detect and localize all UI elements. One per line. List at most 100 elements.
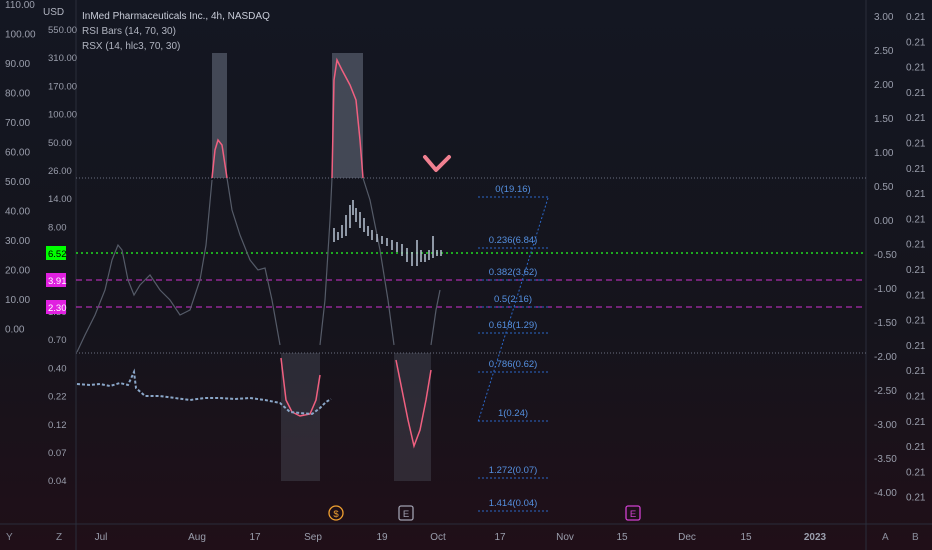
far-right-tick: 0.21 <box>906 417 926 428</box>
time-axis-tick: 19 <box>376 532 388 543</box>
fib-level-label: 0.382(3.62) <box>489 267 538 278</box>
left-axis: 110.00 100.00 90.00 80.00 70.00 60.00 50.00 40.… <box>5 0 36 336</box>
right-axis-tick: 1.50 <box>874 114 894 125</box>
far-right-tick: 0.21 <box>906 493 926 504</box>
log-axis-tick: 0.07 <box>48 448 67 459</box>
rsx-overbought-segment <box>211 138 228 179</box>
far-right-tick: 0.21 <box>906 189 926 200</box>
time-axis[interactable]: Jul Aug 17 Sep 19 Oct 17 Nov 15 Dec 15 2023 <box>95 532 827 543</box>
log-axis-tick: 0.12 <box>48 420 67 431</box>
left-axis-tick: 110.00 <box>5 0 35 11</box>
event-marker-label: $ <box>333 509 339 520</box>
far-right-tick: 0.21 <box>906 113 926 124</box>
fib-level-label: 0.5(2.16) <box>494 294 532 305</box>
fib-levels: 0(19.16) 0.236(6.84) 0.382(3.62) 0.5(2.16) 0… <box>478 184 548 512</box>
log-axis-tick: 8.00 <box>48 222 67 233</box>
time-axis-tick: Sep <box>304 532 322 543</box>
price-bars-early <box>76 368 332 416</box>
time-axis-tick: Jul <box>95 532 108 543</box>
event-marker-label: E <box>630 509 636 520</box>
right-axis-tick: -2.50 <box>874 386 897 397</box>
right-axis-tick: 0.00 <box>874 216 894 227</box>
fib-level-label: 1.272(0.07) <box>489 465 538 476</box>
far-right-tick: 0.21 <box>906 392 926 403</box>
rsx-oversold-segment <box>280 357 321 417</box>
far-right-tick: 0.21 <box>906 240 926 251</box>
earnings-marker[interactable] <box>398 505 414 521</box>
price-tag-label: 6.52 <box>48 249 67 260</box>
log-axis-tick: 170.00 <box>48 81 77 92</box>
log-axis-tick: 310.00 <box>48 53 77 64</box>
overbought-zone <box>332 53 363 178</box>
right-axis-tick: -3.50 <box>874 454 897 465</box>
rsx-line-segment <box>76 179 213 353</box>
rsx-overbought-segment <box>331 57 364 179</box>
log-axis-tick: 550.00 <box>48 25 77 36</box>
fib-level-label: 0.786(0.62) <box>489 359 538 370</box>
price-tag <box>46 273 66 287</box>
price-tag <box>46 300 66 314</box>
far-right-tick: 0.21 <box>906 214 926 225</box>
log-axis-tick: 0.40 <box>48 363 67 374</box>
far-right-tick: 0.21 <box>906 467 926 478</box>
fib-level-label: 0.618(1.29) <box>489 320 538 331</box>
time-axis-tick: Dec <box>678 532 696 543</box>
currency-label: USD <box>43 7 64 18</box>
event-markers: $ E E <box>328 505 641 521</box>
log-axis-tick: 0.70 <box>48 335 67 346</box>
far-right-tick: 0.21 <box>906 265 926 276</box>
price-tags: 6.52 3.91 2.30 <box>46 246 67 314</box>
earnings-marker[interactable] <box>625 505 641 521</box>
corner-right-2[interactable]: B <box>912 532 919 543</box>
rsx-line-segment <box>362 177 395 346</box>
log-axis-tick: 14.00 <box>48 194 72 205</box>
right-axis-tick: -0.50 <box>874 250 897 261</box>
left-axis-tick: 20.00 <box>5 266 30 277</box>
far-right-tick: 0.21 <box>906 316 926 327</box>
far-right-tick: 0.21 <box>906 63 926 74</box>
log-axis-tick: 0.04 <box>48 476 67 487</box>
right-axis-tick: -4.00 <box>874 488 897 499</box>
time-axis-tick: Oct <box>430 532 446 543</box>
left-axis-tick: 60.00 <box>5 148 30 159</box>
oversold-zone <box>281 353 320 481</box>
right-axis: 3.00 2.50 2.00 1.50 1.00 0.50 0.00 -0.50 -1.00 -1… <box>874 12 897 499</box>
indicator-rsx: RSX (14, hlc3, 70, 30) <box>82 41 180 52</box>
right-axis-tick: 2.50 <box>874 46 894 57</box>
far-right-tick: 0.21 <box>906 164 926 175</box>
far-right-axis: 0.21 0.21 0.21 0.21 0.21 0.21 0.21 0.21 0.21 0.21… <box>906 12 926 504</box>
price-tag <box>46 246 66 260</box>
far-right-tick: 0.21 <box>906 366 926 377</box>
left-axis-tick: 100.00 <box>5 30 36 41</box>
far-right-tick: 0.21 <box>906 341 926 352</box>
right-axis-tick: -1.50 <box>874 318 897 329</box>
time-axis-tick: 15 <box>616 532 628 543</box>
chevron-down-icon <box>423 155 451 172</box>
time-axis-tick: 17 <box>494 532 506 543</box>
far-right-tick: 0.21 <box>906 442 926 453</box>
price-bars-late <box>333 200 442 266</box>
left-axis-tick: 10.00 <box>5 295 30 306</box>
left-axis-tick: 0.00 <box>5 325 25 336</box>
far-right-tick: 0.21 <box>906 37 926 48</box>
dividend-marker[interactable] <box>328 505 344 521</box>
corner-right-1[interactable]: A <box>882 532 889 543</box>
left-axis-tick: 50.00 <box>5 177 30 188</box>
corner-left-2[interactable]: Z <box>56 532 62 543</box>
time-axis-tick: 2023 <box>804 532 827 543</box>
right-axis-tick: 2.00 <box>874 80 894 91</box>
fib-level-label: 0.236(6.84) <box>489 235 538 246</box>
symbol-title: InMed Pharmaceuticals Inc., 4h, NASDAQ <box>82 11 270 22</box>
time-axis-tick: 17 <box>249 532 261 543</box>
log-axis-tick: 50.00 <box>48 138 72 149</box>
time-axis-tick: 15 <box>740 532 752 543</box>
far-right-tick: 0.21 <box>906 139 926 150</box>
corner-left-1[interactable]: Y <box>6 532 13 543</box>
left-axis-tick: 30.00 <box>5 236 30 247</box>
right-axis-tick: 0.50 <box>874 182 894 193</box>
far-right-tick: 0.21 <box>906 88 926 99</box>
time-axis-tick: Aug <box>188 532 206 543</box>
fib-level-label: 0(19.16) <box>495 184 530 195</box>
